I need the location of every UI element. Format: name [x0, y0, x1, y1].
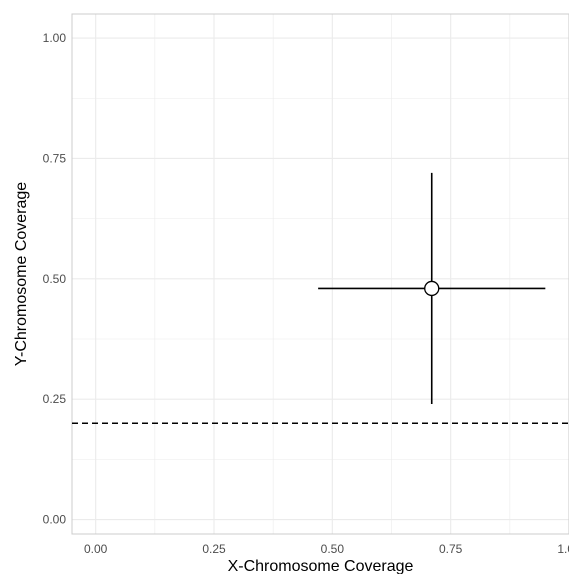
- grid-major: [72, 14, 569, 534]
- x-axis-title: X-Chromosome Coverage: [228, 558, 414, 574]
- point-layer: [424, 280, 440, 297]
- y-tick-label: 0.00: [43, 513, 67, 527]
- y-tick-label: 0.50: [43, 272, 67, 286]
- x-tick-labels: 0.00 0.25 0.50 0.75 1.00: [84, 542, 569, 556]
- y-tick-label: 0.25: [43, 392, 67, 406]
- x-tick-label: 0.25: [202, 542, 226, 556]
- x-tick-label: 0.50: [321, 542, 345, 556]
- x-tick-label: 1.00: [557, 542, 569, 556]
- y-tick-label: 0.75: [43, 151, 67, 165]
- x-tick-label: 0.75: [439, 542, 463, 556]
- y-axis-title: Y-Chromosome Coverage: [13, 182, 30, 366]
- panel-border: [71, 13, 569, 535]
- y-tick-labels: 0.00 0.25 0.50 0.75 1.00: [43, 31, 67, 526]
- grid-minor: [72, 14, 569, 534]
- data-point: [424, 280, 440, 297]
- x-tick-label: 0.00: [84, 542, 108, 556]
- y-tick-label: 1.00: [43, 31, 67, 45]
